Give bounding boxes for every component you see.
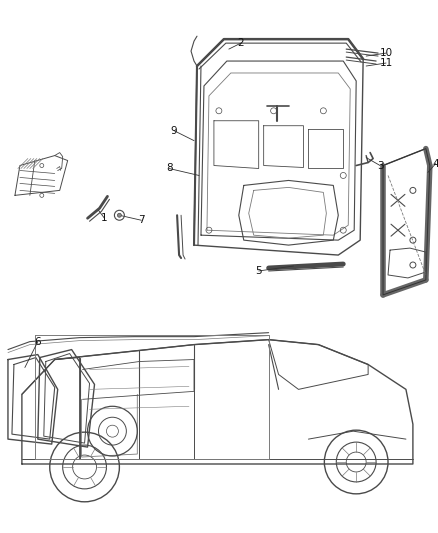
- Text: 8: 8: [166, 164, 173, 174]
- Text: 10: 10: [379, 48, 392, 58]
- Circle shape: [117, 213, 121, 217]
- Text: 5: 5: [255, 266, 262, 276]
- Text: 4: 4: [432, 158, 438, 168]
- Text: 7: 7: [138, 215, 145, 225]
- Text: 1: 1: [101, 213, 108, 223]
- Text: 3: 3: [377, 160, 383, 171]
- Text: 11: 11: [379, 58, 392, 68]
- Text: 6: 6: [35, 337, 41, 346]
- Text: 2: 2: [237, 38, 244, 48]
- Text: 9: 9: [171, 126, 177, 136]
